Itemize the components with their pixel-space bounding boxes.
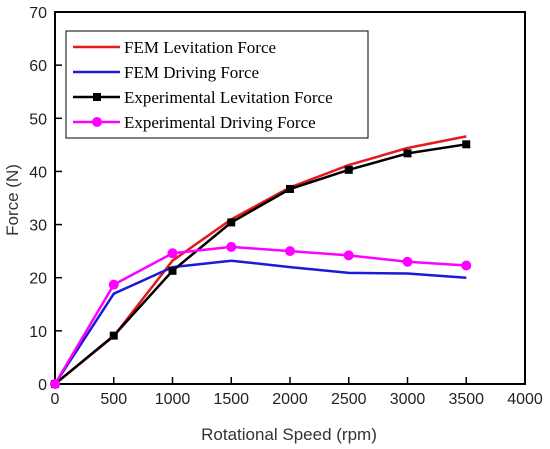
data-point (403, 149, 412, 158)
legend-label: FEM Driving Force (124, 63, 259, 82)
y-tick-label: 40 (29, 164, 47, 181)
y-tick-label: 70 (29, 5, 47, 22)
data-point (462, 140, 471, 149)
x-tick-label: 3500 (448, 391, 484, 408)
x-tick-label: 2000 (272, 391, 308, 408)
data-point (167, 248, 178, 259)
data-point (344, 165, 353, 174)
data-point (285, 246, 295, 257)
x-tick-label: 4000 (507, 391, 543, 408)
data-point (227, 218, 236, 227)
legend-label: Experimental Levitation Force (124, 88, 333, 107)
data-point (50, 379, 60, 389)
y-tick-label: 10 (29, 324, 47, 341)
series-2 (53, 259, 467, 385)
axes: 0 500 1000 1500 2000 2500 3000 3500 4000 0 10 20 30 4… (29, 5, 543, 408)
series-4 (50, 241, 472, 389)
legend-label: Experimental Driving Force (124, 113, 316, 132)
legend: FEM Levitation Force FEM Driving Force Exp… (65, 30, 369, 139)
data-point (343, 250, 354, 261)
y-tick-label: 30 (29, 218, 47, 235)
series-line (53, 245, 467, 385)
y-tick-label: 60 (29, 58, 47, 75)
data-point (402, 256, 413, 267)
data-point (108, 279, 119, 290)
x-tick-label: 1500 (213, 391, 249, 408)
legend-label: FEM Levitation Force (124, 38, 276, 57)
x-tick-label: 500 (100, 391, 127, 408)
x-tick-label: 1000 (155, 391, 191, 408)
data-point (286, 184, 294, 193)
y-tick-label: 50 (29, 111, 47, 128)
series-layer (50, 135, 472, 389)
y-tick-label: 20 (29, 271, 47, 288)
data-point (226, 241, 237, 252)
series-line (54, 143, 467, 385)
legend-swatch-marker (92, 117, 102, 127)
data-point (109, 331, 118, 340)
x-axis-title: Rotational Speed (rpm) (201, 425, 377, 444)
x-tick-label: 2500 (331, 391, 367, 408)
y-axis-title: Force (N) (3, 164, 22, 236)
data-point (168, 266, 177, 275)
series-line (53, 259, 467, 385)
legend-swatch-marker (93, 93, 101, 101)
y-tick-label: 0 (38, 377, 47, 394)
x-tick-label: 3000 (390, 391, 426, 408)
data-point (461, 260, 472, 271)
x-tick-label: 0 (51, 391, 60, 408)
legend-box (65, 30, 369, 139)
